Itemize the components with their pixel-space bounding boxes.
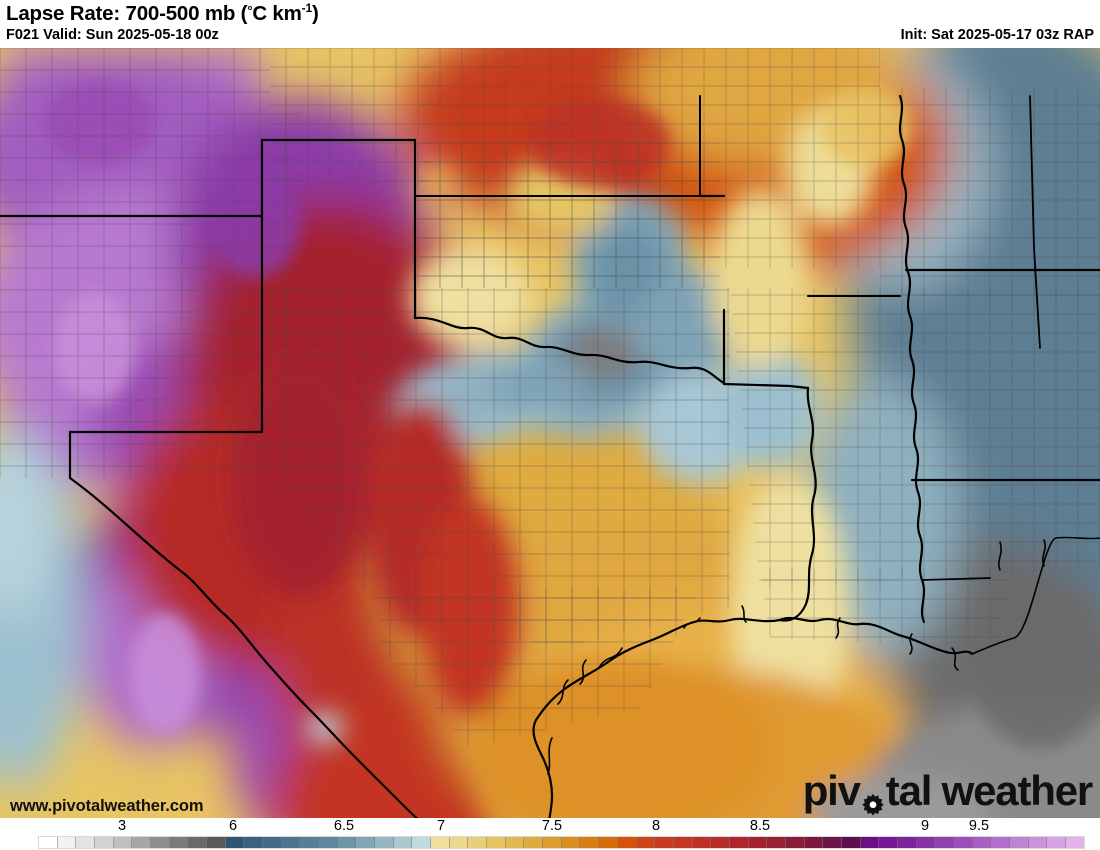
colorbar-swatch xyxy=(1047,837,1066,848)
brand-text-part2: tal weather xyxy=(885,767,1093,814)
colorbar-swatch xyxy=(412,837,432,848)
colorbar-swatch xyxy=(132,837,152,848)
colorbar-swatch xyxy=(711,837,730,848)
colorbar-swatch xyxy=(972,837,992,848)
colorbar-swatch xyxy=(1009,837,1029,848)
map-header: Lapse Rate: 700-500 mb (°C km-1) F021 Va… xyxy=(0,0,1100,48)
colorbar-swatch xyxy=(468,837,488,848)
init-time-label: Init: Sat 2025-05-17 03z RAP xyxy=(900,27,1094,43)
colorbar-swatch xyxy=(599,837,618,848)
colorbar-swatch xyxy=(356,837,376,848)
colorbar-swatch xyxy=(1065,837,1084,848)
colorbar-tick: 9 xyxy=(920,818,930,834)
colorbar-swatch xyxy=(916,837,936,848)
colorbar-swatch xyxy=(39,837,58,848)
colorbar-swatch xyxy=(113,837,133,848)
colorbar[interactable]: 3 6 6.5 7 7.5 8 8.5 9 9.5 xyxy=(0,818,1100,850)
colorbar-swatch xyxy=(393,837,413,848)
title-units: C km xyxy=(252,1,302,25)
colorbar-swatch xyxy=(95,837,114,848)
colorbar-swatch xyxy=(225,837,245,848)
colorbar-swatch xyxy=(207,837,226,848)
colorbar-swatch xyxy=(244,837,264,848)
gear-icon xyxy=(860,781,886,816)
colorbar-swatch xyxy=(524,837,544,848)
colorbar-swatch xyxy=(580,837,600,848)
valid-time-label: F021 Valid: Sun 2025-05-18 00z xyxy=(6,27,219,43)
colorbar-tick: 8 xyxy=(651,818,661,834)
colorbar-tick: 6 xyxy=(228,818,238,834)
title-close-paren: ) xyxy=(311,1,319,25)
colorbar-tick: 6.5 xyxy=(333,818,355,834)
colorbar-swatch xyxy=(561,837,581,848)
colorbar-swatch xyxy=(487,837,506,848)
colorbar-tick: 9.5 xyxy=(968,818,990,834)
colorbar-tick: 3 xyxy=(117,818,127,834)
colorbar-swatch xyxy=(729,837,749,848)
colorbar-swatch xyxy=(169,837,189,848)
colorbar-swatch xyxy=(879,837,898,848)
colorbar-swatch xyxy=(263,837,282,848)
colorbar-swatch xyxy=(804,837,824,848)
colorbar-swatch xyxy=(543,837,562,848)
colorbar-swatch xyxy=(748,837,768,848)
map-fill-layer xyxy=(0,48,1100,818)
colorbar-swatch xyxy=(375,837,394,848)
colorbar-swatch xyxy=(337,837,357,848)
colorbar-swatch xyxy=(300,837,320,848)
colorbar-swatch xyxy=(991,837,1010,848)
colorbar-swatch xyxy=(823,837,842,848)
colorbar-swatch xyxy=(1028,837,1048,848)
forecast-map[interactable] xyxy=(0,48,1100,818)
colorbar-swatch xyxy=(897,837,917,848)
colorbar-swatch xyxy=(673,837,693,848)
colorbar-swatch xyxy=(617,837,637,848)
colorbar-swatch xyxy=(785,837,805,848)
colorbar-swatch xyxy=(636,837,656,848)
colorbar-swatch xyxy=(449,837,469,848)
colorbar-gradient[interactable] xyxy=(38,836,1085,849)
brand-watermark: piv tal weather xyxy=(802,767,1093,816)
title-exponent: -1 xyxy=(301,1,312,15)
colorbar-tick: 7 xyxy=(436,818,446,834)
colorbar-swatch xyxy=(860,837,880,848)
site-url-watermark: www.pivotalweather.com xyxy=(10,797,204,815)
colorbar-swatch xyxy=(841,837,861,848)
colorbar-swatch xyxy=(319,837,338,848)
colorbar-swatch xyxy=(57,837,77,848)
brand-text-part1: piv xyxy=(802,767,861,814)
colorbar-tick: 8.5 xyxy=(749,818,771,834)
colorbar-tick-labels: 3 6 6.5 7 7.5 8 8.5 9 9.5 xyxy=(0,818,1100,835)
colorbar-swatch xyxy=(431,837,450,848)
page-title: Lapse Rate: 700-500 mb (°C km-1) xyxy=(6,1,319,26)
colorbar-swatch xyxy=(151,837,170,848)
colorbar-swatch xyxy=(953,837,973,848)
colorbar-swatch xyxy=(76,837,96,848)
colorbar-swatch xyxy=(767,837,786,848)
colorbar-swatch xyxy=(281,837,301,848)
colorbar-swatch xyxy=(188,837,208,848)
colorbar-swatch xyxy=(655,837,674,848)
colorbar-tick: 7.5 xyxy=(541,818,563,834)
map-canvas xyxy=(0,48,1100,818)
colorbar-swatch xyxy=(935,837,954,848)
state-borders xyxy=(0,94,1100,818)
title-main: Lapse Rate: 700-500 mb ( xyxy=(6,1,248,25)
title-degree-symbol: ° xyxy=(247,2,253,18)
colorbar-swatch xyxy=(692,837,712,848)
colorbar-swatch xyxy=(505,837,525,848)
